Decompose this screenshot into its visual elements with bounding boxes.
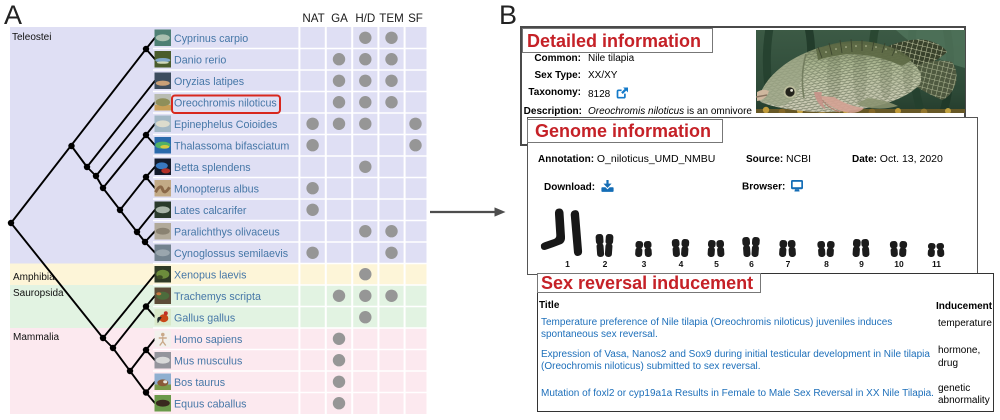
svg-text:Teleostei: Teleostei <box>12 32 51 43</box>
svg-text:2: 2 <box>603 259 608 269</box>
svg-text:GA: GA <box>331 12 348 25</box>
svg-text:8: 8 <box>824 259 829 269</box>
svg-text:Oreochromis niloticus: Oreochromis niloticus <box>174 98 277 110</box>
svg-text:9: 9 <box>859 259 864 269</box>
svg-text:TEM: TEM <box>379 12 403 25</box>
svg-text:H/D: H/D <box>355 12 375 25</box>
svg-text:1: 1 <box>565 259 570 269</box>
svg-text:Cynoglossus semilaevis: Cynoglossus semilaevis <box>174 248 288 260</box>
svg-text:Amphibia: Amphibia <box>13 272 55 283</box>
svg-text:Sauropsida: Sauropsida <box>13 288 64 299</box>
svg-text:11: 11 <box>932 259 941 269</box>
svg-text:Lates calcarifer: Lates calcarifer <box>174 205 247 217</box>
svg-text:5: 5 <box>714 259 719 269</box>
svg-text:NAT: NAT <box>302 12 324 25</box>
svg-text:Paralichthys olivaceus: Paralichthys olivaceus <box>174 227 280 239</box>
svg-text:7: 7 <box>786 259 791 269</box>
svg-text:6: 6 <box>749 259 754 269</box>
svg-text:Gallus gallus: Gallus gallus <box>174 313 235 325</box>
svg-text:10: 10 <box>894 259 904 269</box>
svg-text:Trachemys scripta: Trachemys scripta <box>174 291 261 303</box>
svg-text:Oryzias latipes: Oryzias latipes <box>174 76 244 88</box>
svg-text:4: 4 <box>679 259 684 269</box>
svg-text:Danio rerio: Danio rerio <box>174 55 226 67</box>
svg-text:Homo sapiens: Homo sapiens <box>174 334 242 346</box>
svg-text:Thalassoma bifasciatum: Thalassoma bifasciatum <box>174 141 289 153</box>
svg-text:Epinephelus Coioides: Epinephelus Coioides <box>174 119 277 131</box>
svg-text:3: 3 <box>642 259 647 269</box>
svg-text:Mammalia: Mammalia <box>13 332 60 343</box>
svg-text:SF: SF <box>408 12 423 25</box>
svg-text:Betta splendens: Betta splendens <box>174 162 251 174</box>
svg-text:Monopterus albus: Monopterus albus <box>174 184 259 196</box>
svg-text:Equus caballus: Equus caballus <box>174 399 247 411</box>
svg-text:Mus musculus: Mus musculus <box>174 356 242 368</box>
svg-text:Xenopus laevis: Xenopus laevis <box>174 270 247 282</box>
svg-text:Bos taurus: Bos taurus <box>174 377 225 389</box>
svg-text:Cyprinus carpio: Cyprinus carpio <box>174 33 248 45</box>
